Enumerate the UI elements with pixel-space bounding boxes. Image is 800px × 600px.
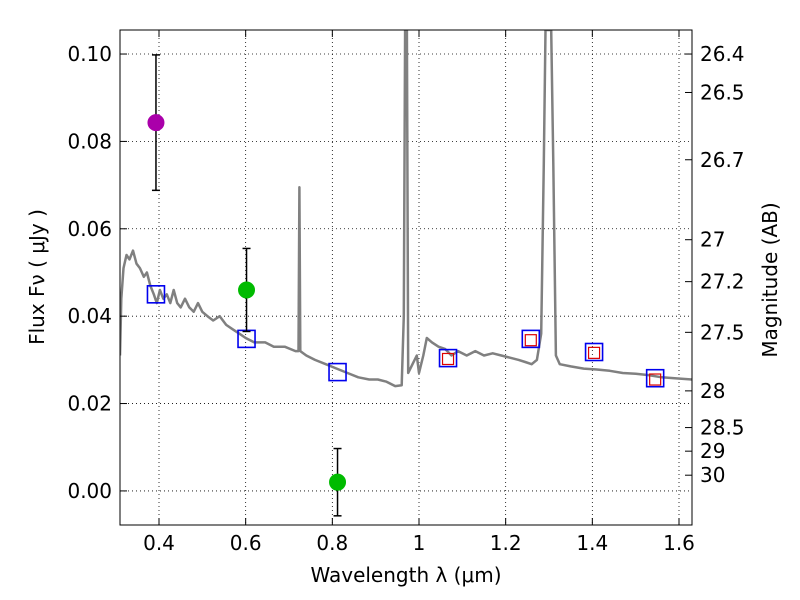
x-tick-label: 1.4 <box>576 531 608 555</box>
synthetic-square-marker <box>521 329 541 349</box>
mag-tick-label: 26.5 <box>700 80 745 104</box>
detection-point <box>238 281 256 299</box>
y-tick-label: 0.10 <box>67 42 112 66</box>
mag-tick-label: 26.7 <box>700 148 745 172</box>
synthetic-square-marker <box>645 368 665 388</box>
detection-point <box>147 114 165 132</box>
y2-axis-title: Magnitude (AB) <box>758 202 782 357</box>
observed-square-marker <box>524 334 537 347</box>
observed-square-marker <box>587 346 601 359</box>
y-tick-label: 0.06 <box>67 217 112 241</box>
mag-tick-label: 27.2 <box>700 270 745 294</box>
mag-tick-label: 28.5 <box>700 416 745 440</box>
x-tick-label: 1.6 <box>663 531 695 555</box>
synthetic-square-marker <box>328 362 347 382</box>
mag-tick-label: 28 <box>700 379 725 403</box>
synthetic-square-marker <box>146 285 166 304</box>
observed-square-marker <box>441 352 455 366</box>
spectrum-line <box>120 30 692 388</box>
x-tick-label: 0.8 <box>316 531 348 555</box>
synthetic-square-marker <box>438 348 458 368</box>
y-axis-title: Flux Fν ( μJy ) <box>25 209 49 345</box>
synthetic-square-marker <box>584 342 604 362</box>
mag-tick-label: 30 <box>700 463 725 487</box>
ticks: 0.4 0.6 0.8 1 1.2 1.4 1.6 0.00 0.02 0.04 0.06 0.08 0… <box>67 30 745 555</box>
x-axis-title: Wavelength λ (μm) <box>310 563 501 587</box>
x-tick-label: 0.4 <box>143 531 175 555</box>
y-tick-label: 0.04 <box>67 304 112 328</box>
y-tick-label: 0.02 <box>67 392 112 416</box>
x-tick-label: 0.6 <box>230 531 262 555</box>
detection-point <box>329 473 347 491</box>
mag-tick-label: 26.4 <box>700 42 745 66</box>
grid <box>120 30 692 525</box>
plot-frame <box>119 29 693 526</box>
mag-tick-label: 27 <box>700 228 725 252</box>
series-layer <box>120 30 692 517</box>
x-tick-label: 1.2 <box>490 531 522 555</box>
mag-tick-label: 27.5 <box>700 320 745 344</box>
x-tick-label: 1 <box>413 531 426 555</box>
observed-square-marker <box>649 373 662 386</box>
y-tick-label: 0.08 <box>67 129 112 153</box>
y-tick-label: 0.00 <box>67 479 112 503</box>
mag-tick-label: 29 <box>700 439 725 463</box>
